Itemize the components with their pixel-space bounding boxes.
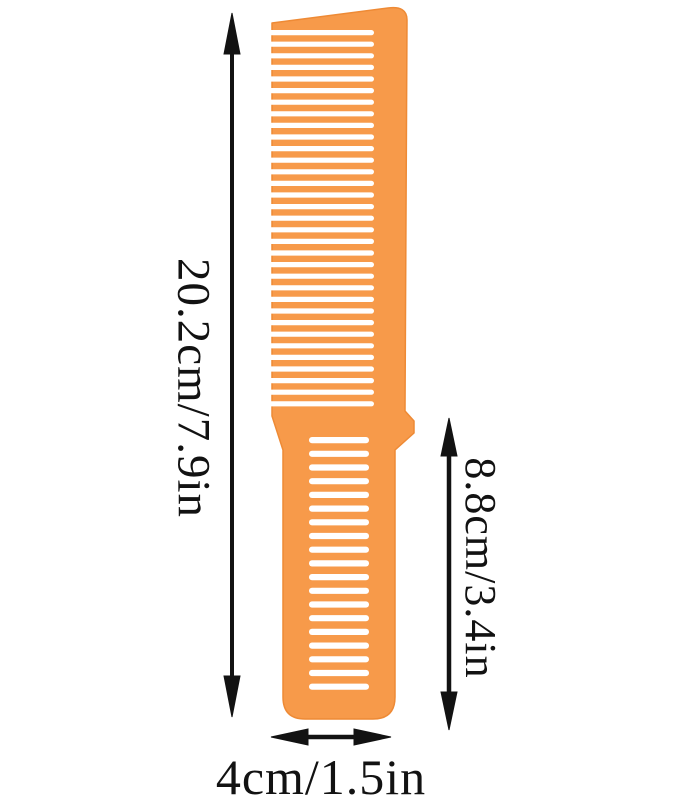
comb-tooth-gap [309,464,369,471]
comb-tooth-gap [263,169,374,175]
comb-tooth-gap [263,331,374,337]
comb-tooth-gap [309,642,369,649]
comb-tooth-gap [263,157,374,163]
handle-teeth-slots [309,437,369,690]
comb-tooth-gap [263,354,374,360]
comb-tooth-gap [263,273,374,279]
total-length-arrow [223,12,241,718]
comb-tooth-gap [263,285,374,291]
comb-tooth-gap [263,389,374,395]
comb-tooth-gap [309,615,369,622]
comb-tooth-gap [309,505,369,512]
comb-tooth-gap [263,308,374,314]
total-length-label: 20.2cm/7.9in [167,257,220,519]
comb-tooth-gap [263,88,374,94]
comb-tooth-gap [263,64,374,70]
comb-tooth-gap [263,378,374,384]
comb-tooth-gap [263,30,374,36]
comb-tooth-gap [263,122,374,128]
comb-tooth-gap [309,656,369,663]
comb-tooth-gap [263,215,374,221]
comb-tooth-gap [263,227,374,233]
comb-tooth-gap [309,532,369,540]
handle-length-arrow [440,417,458,731]
comb-graphic [263,6,415,720]
comb-tooth-gap [263,366,374,372]
comb-tooth-gap [263,41,374,47]
comb-tooth-gap [263,204,374,210]
comb-tooth-gap [309,437,369,444]
comb-tooth-gap [263,320,374,326]
comb-tooth-gap [309,491,369,498]
comb-tooth-gap [309,574,369,581]
comb-tooth-gap [309,601,369,608]
comb-tooth-gap [309,669,369,677]
comb-tooth-gap [263,192,374,198]
comb-tooth-gap [309,587,369,594]
comb-tooth-gap [263,180,374,186]
comb-tooth-gap [263,401,374,407]
fine-teeth-slots [263,30,374,407]
comb-tooth-gap [263,343,374,349]
comb-tooth-gap [309,628,369,635]
comb-tooth-gap [309,546,369,553]
comb-tooth-gap [309,560,369,567]
comb-tooth-gap [263,99,374,105]
width-label: 4cm/1.5in [215,749,427,800]
comb-tooth-gap [263,262,374,268]
width-arrow [270,728,392,746]
comb-tooth-gap [263,250,374,256]
comb-tooth-gap [263,296,374,302]
comb-tooth-gap [263,111,374,117]
comb-tooth-gap [309,450,369,457]
comb-tooth-gap [263,146,374,152]
comb-tooth-gap [309,519,369,526]
comb-tooth-gap [263,134,374,140]
comb-tooth-gap [263,53,374,59]
handle-length-label: 8.8cm/3.4in [456,457,505,679]
comb-tooth-gap [309,683,369,690]
comb-tooth-gap [309,478,369,485]
comb-tooth-gap [263,238,374,244]
comb-tooth-gap [263,76,374,82]
